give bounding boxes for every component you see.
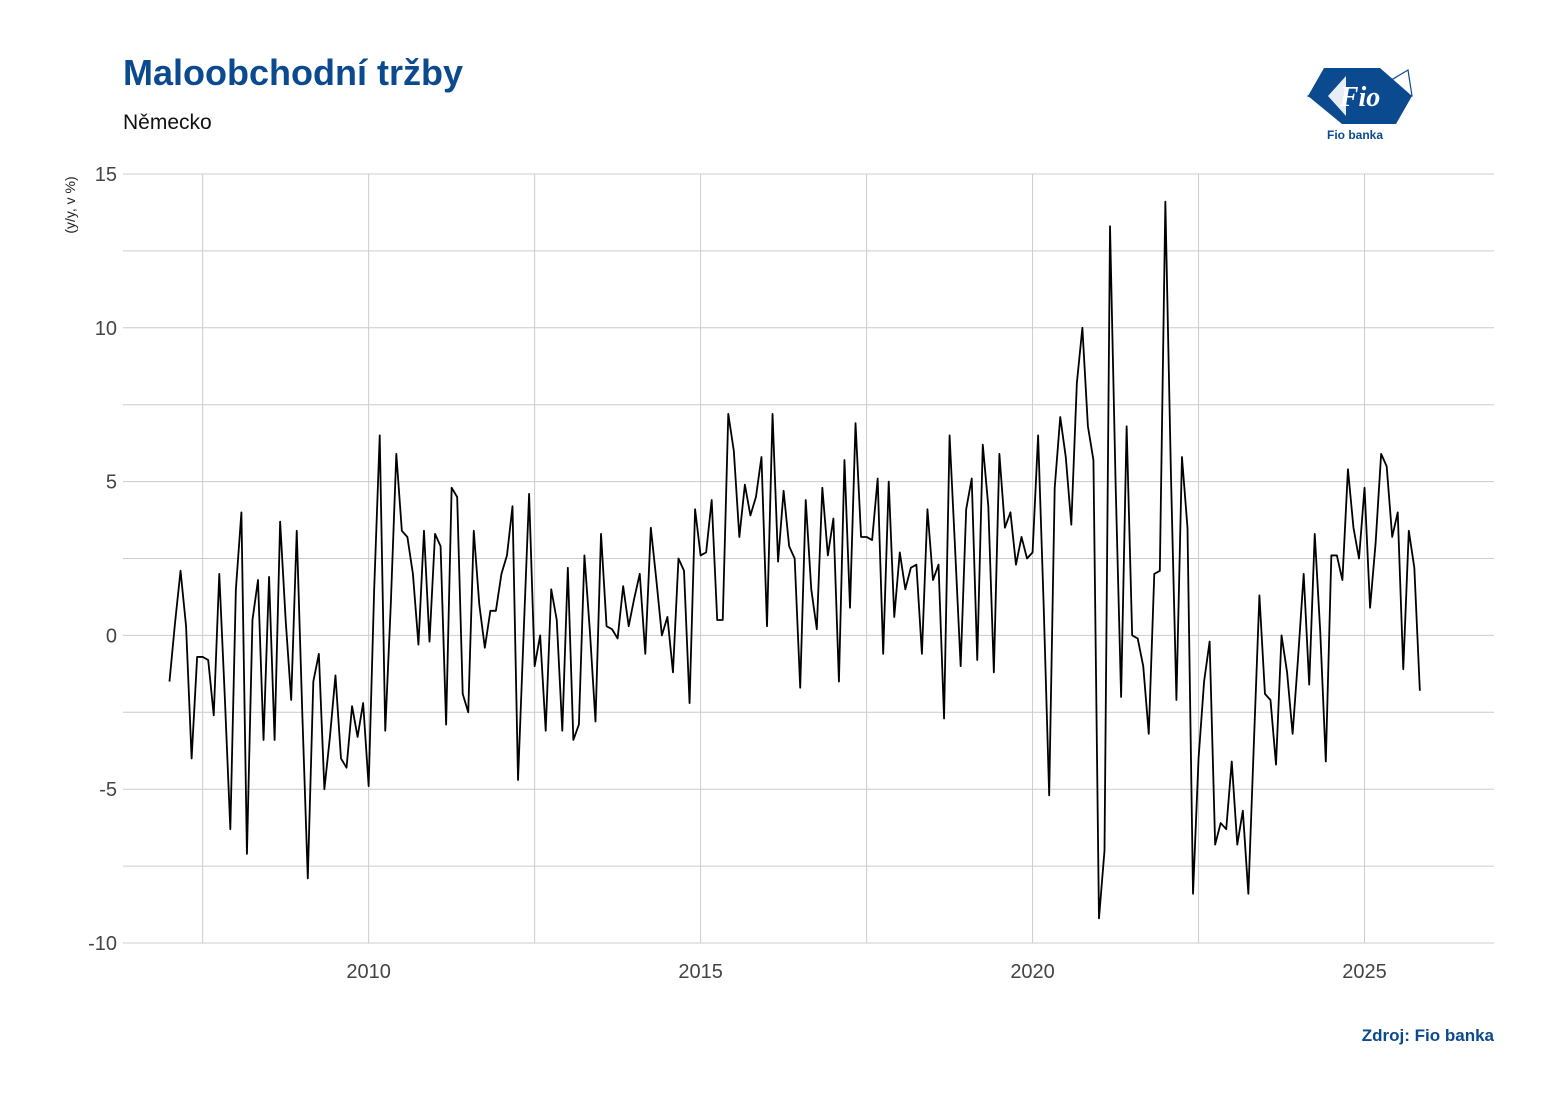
y-tick-label: -10	[88, 933, 117, 955]
chart-subtitle: Německo	[123, 111, 212, 134]
y-tick-label: 10	[95, 318, 117, 340]
x-tick-label: 2015	[678, 961, 723, 983]
logo-mark-text: Fio	[1339, 82, 1380, 113]
y-tick-label: 15	[95, 164, 117, 186]
y-tick-label: 5	[106, 472, 117, 494]
y-tick-label: -5	[99, 779, 117, 801]
chart-axes: -10 -5 0 5 10 15 2010 2015 2020 2025	[88, 164, 1387, 983]
x-tick-label: 2025	[1342, 961, 1387, 983]
x-tick-label: 2010	[346, 961, 391, 983]
y-axis-label: (y/y, v %)	[62, 176, 78, 233]
x-tick-label: 2020	[1010, 961, 1055, 983]
y-tick-label: 0	[106, 625, 117, 647]
fio-logo-icon: Fio	[1306, 68, 1413, 124]
chart-title: Maloobchodní tržby	[123, 52, 463, 93]
logo-caption: Fio banka	[1327, 128, 1384, 142]
source-note: Zdroj: Fio banka	[1361, 1026, 1494, 1045]
series-line	[168, 200, 1421, 920]
